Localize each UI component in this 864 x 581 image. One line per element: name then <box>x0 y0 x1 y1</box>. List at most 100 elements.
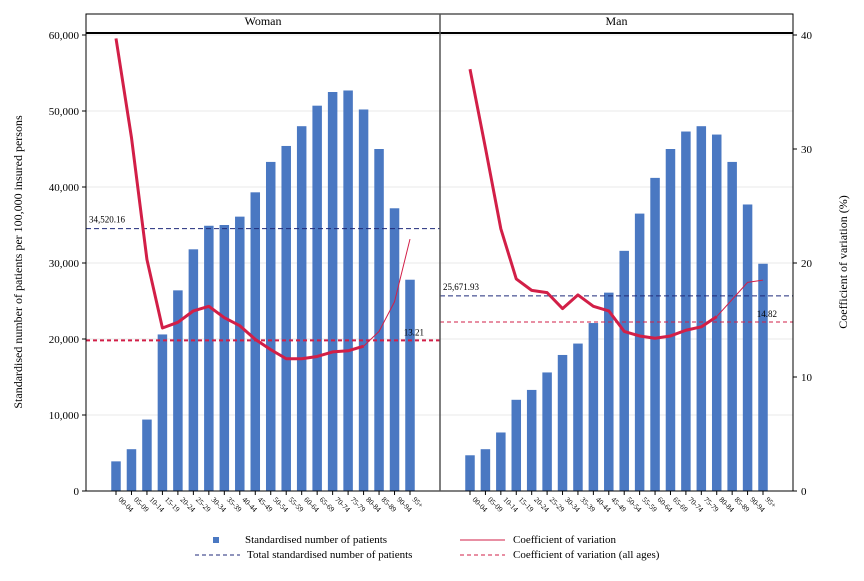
y-left-tick-label: 40,000 <box>49 182 80 194</box>
x-tick-label: 20-24 <box>532 495 551 514</box>
cv-line <box>468 68 718 340</box>
x-tick-label: 90-94 <box>395 495 414 514</box>
bar <box>204 225 214 491</box>
x-tick-label: 05-09 <box>486 495 505 514</box>
total-label: 25,671.93 <box>443 282 480 292</box>
x-tick-label: 45-49 <box>256 495 275 514</box>
total-label: 34,520.16 <box>89 215 126 225</box>
y-left-tick-label: 20,000 <box>49 334 80 346</box>
bar <box>588 323 599 491</box>
x-tick-label: 50-54 <box>271 495 290 514</box>
y-right-tick-label: 30 <box>801 144 813 156</box>
x-tick-label: 55-59 <box>287 495 306 514</box>
y-left-tick-label: 50,000 <box>49 106 80 118</box>
bar <box>296 126 307 491</box>
x-tick-label: 15-19 <box>163 495 182 514</box>
x-tick-label: 65-69 <box>671 495 690 514</box>
legend-label: Total standardised number of patients <box>247 549 412 561</box>
x-tick-label: 45-49 <box>609 495 628 514</box>
x-tick-label: 25-29 <box>548 495 567 514</box>
bar <box>343 90 353 491</box>
x-tick-label: 70-74 <box>333 495 352 514</box>
x-tick-label: 10-14 <box>501 495 520 514</box>
panel-title: Woman <box>244 14 281 28</box>
x-tick-label: 85-89 <box>733 495 752 514</box>
bar <box>142 419 152 491</box>
x-tick-label: 35-39 <box>225 495 244 514</box>
y-right-tick-label: 20 <box>801 258 813 270</box>
x-tick-label: 60-64 <box>656 495 675 514</box>
legend-symbol-square <box>213 537 219 543</box>
x-tick-label: 40-44 <box>594 495 613 514</box>
x-tick-label: 40-44 <box>240 495 259 514</box>
bar <box>696 126 707 491</box>
bar <box>389 208 400 491</box>
legend-label: Coefficient of variation <box>513 534 617 546</box>
bar <box>281 145 291 491</box>
y-left-tick-label: 0 <box>74 486 80 498</box>
x-tick-label: 80-84 <box>717 495 736 514</box>
bar <box>557 354 568 491</box>
bar <box>711 134 722 491</box>
bar <box>188 249 199 491</box>
y-left-tick-label: 30,000 <box>49 258 80 270</box>
bar <box>235 216 245 491</box>
bar <box>758 263 768 491</box>
x-tick-label: 25-29 <box>194 495 213 514</box>
bar <box>604 292 614 491</box>
x-tick-label: 90-94 <box>748 495 767 514</box>
x-tick-label: 20-24 <box>178 495 197 514</box>
x-tick-label: 15-19 <box>517 495 536 514</box>
x-tick-label: 65-69 <box>318 495 337 514</box>
bar <box>542 372 552 491</box>
y-left-tick-label: 10,000 <box>49 410 80 422</box>
cv-line-tail <box>363 238 411 347</box>
legend-label: Coefficient of variation (all ages) <box>513 549 660 561</box>
bar <box>327 92 338 491</box>
x-tick-label: 00-04 <box>471 495 490 514</box>
legend-label: Standardised number of patients <box>245 534 387 546</box>
x-tick-label: 30-34 <box>563 495 582 514</box>
bar <box>511 399 522 491</box>
x-tick-label: 85-89 <box>380 495 399 514</box>
bar <box>681 131 691 491</box>
bar <box>619 250 629 491</box>
bar <box>526 389 537 491</box>
y-right-tick-label: 0 <box>801 486 807 498</box>
y-right-tick-label: 40 <box>801 30 813 42</box>
bar <box>111 461 121 491</box>
x-tick-label: 50-54 <box>625 495 644 514</box>
bar <box>405 279 415 491</box>
x-tick-label: 80-84 <box>364 495 383 514</box>
x-tick-label: 75-79 <box>349 495 368 514</box>
bar <box>573 343 583 491</box>
cv-all-label: 14.82 <box>757 309 777 319</box>
bar <box>465 455 475 491</box>
bar <box>219 225 230 491</box>
x-tick-label: 00-04 <box>117 495 136 514</box>
bar <box>126 449 137 491</box>
bar <box>634 213 645 491</box>
x-tick-label: 60-64 <box>302 495 321 514</box>
x-tick-label: 30-34 <box>209 495 228 514</box>
bar <box>173 290 183 491</box>
x-tick-label: 35-39 <box>579 495 598 514</box>
y-left-tick-label: 60,000 <box>49 30 80 42</box>
bar <box>250 192 261 491</box>
panel-title: Man <box>606 14 628 28</box>
bar <box>265 161 276 492</box>
x-tick-label: 05-09 <box>132 495 151 514</box>
bar <box>374 149 384 491</box>
x-tick-label: 10-14 <box>148 495 167 514</box>
x-tick-label: 55-59 <box>640 495 659 514</box>
y-left-axis-title: Standardised number of patients per 100,… <box>11 115 25 409</box>
x-tick-label: 75-79 <box>702 495 721 514</box>
bar <box>650 177 660 491</box>
bar <box>480 449 491 491</box>
y-right-axis-title: Coefficient of variation (%) <box>836 195 850 328</box>
x-tick-label: 70-74 <box>686 495 705 514</box>
cv-line-tail <box>716 279 764 317</box>
bar <box>157 334 168 491</box>
